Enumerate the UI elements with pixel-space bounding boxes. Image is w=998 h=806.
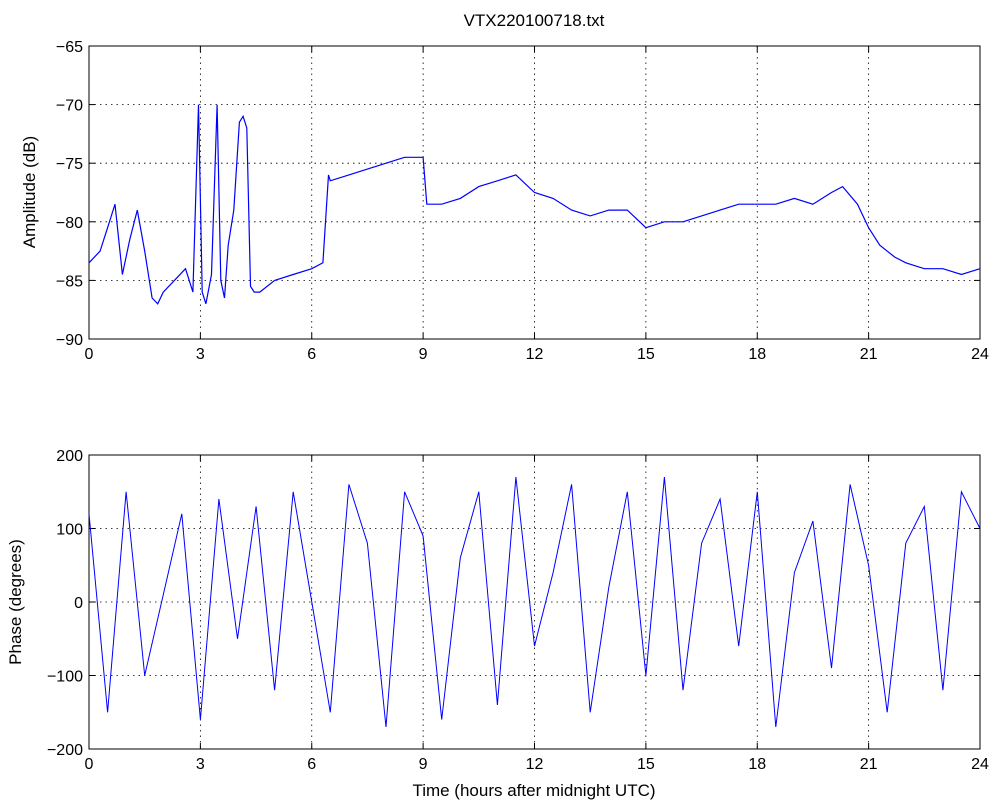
amplitude-x-tick-label: 24	[971, 346, 989, 363]
phase-y-tick-label: −100	[47, 669, 83, 686]
phase-ticks	[88, 454, 981, 750]
phase-x-tick-label: 9	[419, 756, 428, 773]
amplitude-y-tick-label: −80	[56, 215, 83, 232]
amplitude-y-tick-label: −65	[56, 39, 83, 56]
amplitude-x-tick-label: 3	[196, 346, 205, 363]
amplitude-panel: 0 3 6 9 12 15 18 21 24 −65 −70 −75 −80 −85 −90 VTX220…	[20, 11, 989, 363]
amplitude-x-tick-label: 9	[419, 346, 428, 363]
phase-x-tick-label: 3	[196, 756, 205, 773]
amplitude-x-tick-label: 15	[637, 346, 655, 363]
phase-grid	[89, 455, 980, 749]
phase-x-tick-label: 18	[748, 756, 766, 773]
amplitude-y-tick-label: −90	[56, 332, 83, 349]
amplitude-x-tick-label: 0	[85, 346, 94, 363]
amplitude-ticks	[88, 45, 981, 340]
phase-x-tick-label: 15	[637, 756, 655, 773]
amplitude-grid	[89, 46, 980, 339]
chart-title: VTX220100718.txt	[464, 11, 605, 30]
amplitude-y-tick-label: −75	[56, 156, 83, 173]
amplitude-x-tick-label: 6	[307, 346, 316, 363]
phase-y-tick-label: 200	[56, 448, 83, 465]
amplitude-y-axis-label: Amplitude (dB)	[20, 136, 39, 248]
phase-y-tick-label: 100	[56, 522, 83, 539]
phase-x-tick-labels: 0 3 6 9 12 15 18 21 24	[85, 756, 989, 773]
phase-y-tick-label: 0	[74, 595, 83, 612]
phase-y-tick-label: −200	[47, 742, 83, 759]
phase-x-tick-label: 12	[526, 756, 544, 773]
amplitude-x-tick-labels: 0 3 6 9 12 15 18 21 24	[85, 346, 989, 363]
amplitude-series-line	[88, 104, 981, 305]
phase-y-axis-label: Phase (degrees)	[6, 539, 25, 665]
amplitude-x-tick-label: 21	[860, 346, 878, 363]
amplitude-x-tick-label: 12	[526, 346, 544, 363]
amplitude-x-tick-label: 18	[748, 346, 766, 363]
phase-x-tick-label: 6	[307, 756, 316, 773]
phase-x-tick-label: 24	[971, 756, 989, 773]
phase-panel: 0 3 6 9 12 15 18 21 24 200 100 0 −100 −200 Time (hou…	[6, 448, 989, 800]
amplitude-y-tick-label: −70	[56, 98, 83, 115]
phase-series-line	[88, 477, 981, 728]
phase-x-axis-label: Time (hours after midnight UTC)	[412, 781, 655, 800]
amplitude-y-tick-labels: −65 −70 −75 −80 −85 −90	[56, 39, 83, 349]
amplitude-y-tick-label: −85	[56, 273, 83, 290]
phase-x-tick-label: 21	[860, 756, 878, 773]
phase-x-tick-label: 0	[85, 756, 94, 773]
phase-y-tick-labels: 200 100 0 −100 −200	[47, 448, 83, 759]
